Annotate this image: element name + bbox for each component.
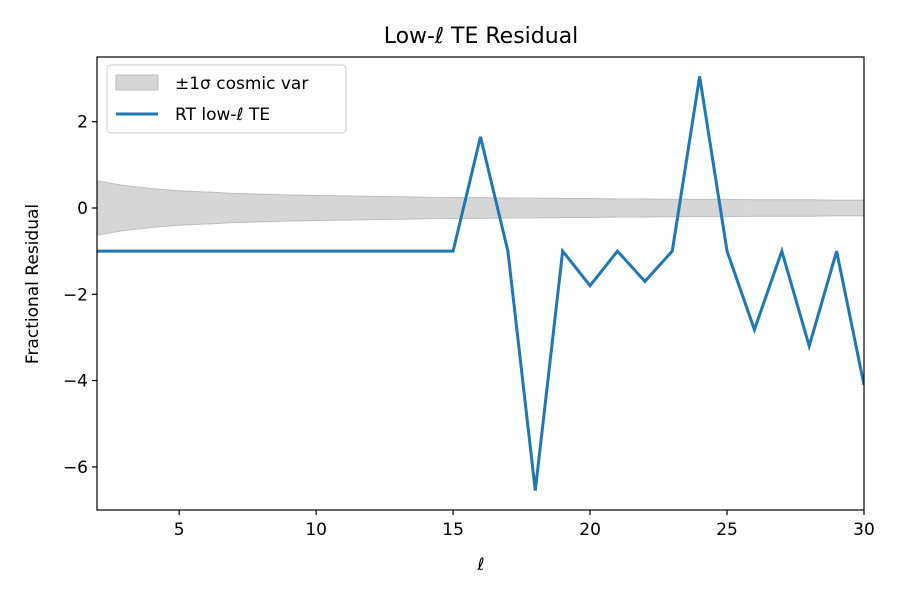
x-axis-label: ℓ [476, 555, 484, 575]
x-tick-label: 10 [305, 520, 327, 540]
x-tick-label: 5 [174, 520, 185, 540]
y-tick-label: 0 [77, 199, 88, 219]
x-tick-label: 25 [716, 520, 738, 540]
legend-label-band: ±1σ cosmic var [175, 74, 308, 94]
legend-box [106, 64, 347, 134]
plot-clip-group [97, 76, 864, 491]
axes: 5 10 15 20 25 30 −6 −4 −2 0 2 [63, 56, 875, 540]
axes-frame [96, 56, 865, 511]
legend-label-series: RT low-ℓ TE [175, 105, 270, 125]
x-tick-label: 20 [579, 520, 601, 540]
plot-area [97, 76, 864, 491]
legend-swatch-band [115, 74, 159, 91]
chart-title: Low-ℓ TE Residual [384, 24, 579, 49]
series-line-0 [97, 76, 864, 491]
y-tick-label: −2 [63, 285, 88, 305]
y-axis-label: Fractional Residual [23, 204, 43, 364]
legend: ±1σ cosmic var RT low-ℓ TE [106, 64, 347, 134]
x-tick-label: 30 [853, 520, 875, 540]
y-tick-label: 2 [77, 113, 88, 133]
y-tick-label: −4 [63, 372, 88, 392]
y-tick-label: −6 [63, 458, 88, 478]
cosmic-variance-band [97, 180, 864, 236]
x-tick-label: 15 [442, 520, 464, 540]
